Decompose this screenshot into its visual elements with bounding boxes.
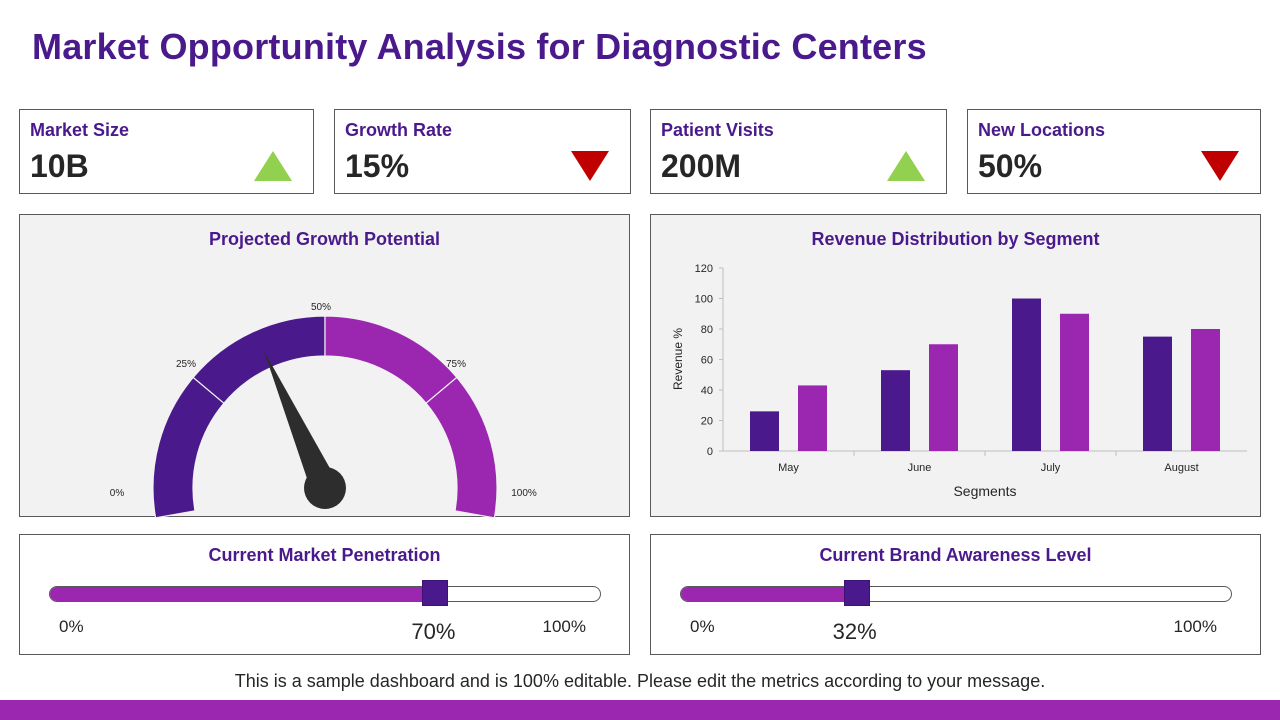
kpi-label: Market Size xyxy=(30,120,130,140)
x-axis-label: Segments xyxy=(953,483,1016,499)
x-tick-label: May xyxy=(778,462,799,474)
trend-up-icon xyxy=(254,151,292,181)
gauge-segment xyxy=(152,376,225,518)
x-tick-label: June xyxy=(908,462,932,474)
slider-title: Current Brand Awareness Level xyxy=(819,545,1092,565)
y-tick-label: 80 xyxy=(701,324,713,336)
slider-min-label: 0% xyxy=(59,617,84,636)
slider-value-label: 32% xyxy=(832,619,877,644)
growth-gauge-panel: Projected Growth Potential 0% 25% 50% 75… xyxy=(19,214,630,518)
trend-up-icon xyxy=(887,151,925,181)
kpi-card-market-size: Market Size 10B xyxy=(19,109,314,194)
gauge-title: Projected Growth Potential xyxy=(208,229,441,249)
slider-thumb[interactable] xyxy=(422,580,449,606)
gauge-segment xyxy=(192,315,326,405)
gauge-segment xyxy=(324,315,458,405)
x-tick-label: July xyxy=(1041,462,1061,474)
slider-track xyxy=(680,586,1232,602)
kpi-card-growth-rate: Growth Rate 15% xyxy=(334,109,631,194)
slider-min-label: 0% xyxy=(690,617,715,636)
kpi-card-new-locations: New Locations 50% xyxy=(967,109,1261,194)
y-tick-label: 40 xyxy=(701,385,713,397)
kpi-label: Growth Rate xyxy=(345,120,453,140)
y-tick-label: 20 xyxy=(701,416,713,428)
slider-track xyxy=(49,586,601,602)
bar-may-series-2 xyxy=(798,385,827,451)
market-penetration-panel: Current Market Penetration 0% 70% 100% xyxy=(19,534,630,655)
kpi-value: 10B xyxy=(30,148,89,184)
slider-value-label: 70% xyxy=(411,619,456,644)
gauge-needle xyxy=(264,351,338,494)
revenue-chart-panel: Revenue Distribution by Segment 0 20 40 60 8… xyxy=(650,214,1261,517)
y-tick-label: 60 xyxy=(701,355,713,367)
gauge-tick-label: 50% xyxy=(311,302,331,313)
gauge-tick-label: 25% xyxy=(176,359,196,370)
kpi-value: 200M xyxy=(661,148,742,184)
bar-august-series-1 xyxy=(1143,336,1172,451)
footer-bar xyxy=(0,700,1280,720)
bar-july-series-1 xyxy=(1012,298,1041,451)
bar-august-series-2 xyxy=(1191,329,1220,451)
bar-june-series-2 xyxy=(929,344,958,451)
bar-chart: 0 20 40 60 80 100 120 May June July August Revenue… xyxy=(671,263,1247,499)
y-tick-label: 120 xyxy=(695,263,713,275)
slider-title: Current Market Penetration xyxy=(208,545,441,565)
kpi-label: Patient Visits xyxy=(661,120,774,140)
brand-awareness-panel: Current Brand Awareness Level 0% 32% 100… xyxy=(650,534,1261,655)
bar-july-series-2 xyxy=(1060,313,1089,451)
gauge-tick-label: 0% xyxy=(110,488,125,499)
slider-thumb[interactable] xyxy=(843,580,870,606)
y-tick-label: 100 xyxy=(695,294,713,306)
gauge-tick-label: 100% xyxy=(511,488,537,499)
bar-may-series-1 xyxy=(750,411,779,451)
y-tick-label: 0 xyxy=(707,446,713,458)
slider-fill xyxy=(50,587,435,601)
gauge-chart: 0% 25% 50% 75% 100% xyxy=(110,302,537,518)
slider-max-label: 100% xyxy=(1173,617,1217,636)
page-title: Market Opportunity Analysis for Diagnost… xyxy=(32,26,927,67)
y-axis-label: Revenue % xyxy=(671,328,685,390)
kpi-card-patient-visits: Patient Visits 200M xyxy=(650,109,947,194)
kpi-value: 15% xyxy=(345,148,410,184)
slider-max-label: 100% xyxy=(542,617,586,636)
kpi-value: 50% xyxy=(978,148,1043,184)
gauge-needle-hub xyxy=(304,467,346,509)
slider-fill xyxy=(681,587,857,601)
trend-down-icon xyxy=(571,151,609,181)
kpi-label: New Locations xyxy=(978,120,1106,140)
gauge-segment xyxy=(425,376,498,518)
x-tick-label: August xyxy=(1164,462,1198,474)
trend-down-icon xyxy=(1201,151,1239,181)
gauge-tick-label: 75% xyxy=(446,359,466,370)
bar-chart-title: Revenue Distribution by Segment xyxy=(811,229,1100,249)
footer-note: This is a sample dashboard and is 100% e… xyxy=(234,671,1046,691)
bar-june-series-1 xyxy=(881,370,910,451)
